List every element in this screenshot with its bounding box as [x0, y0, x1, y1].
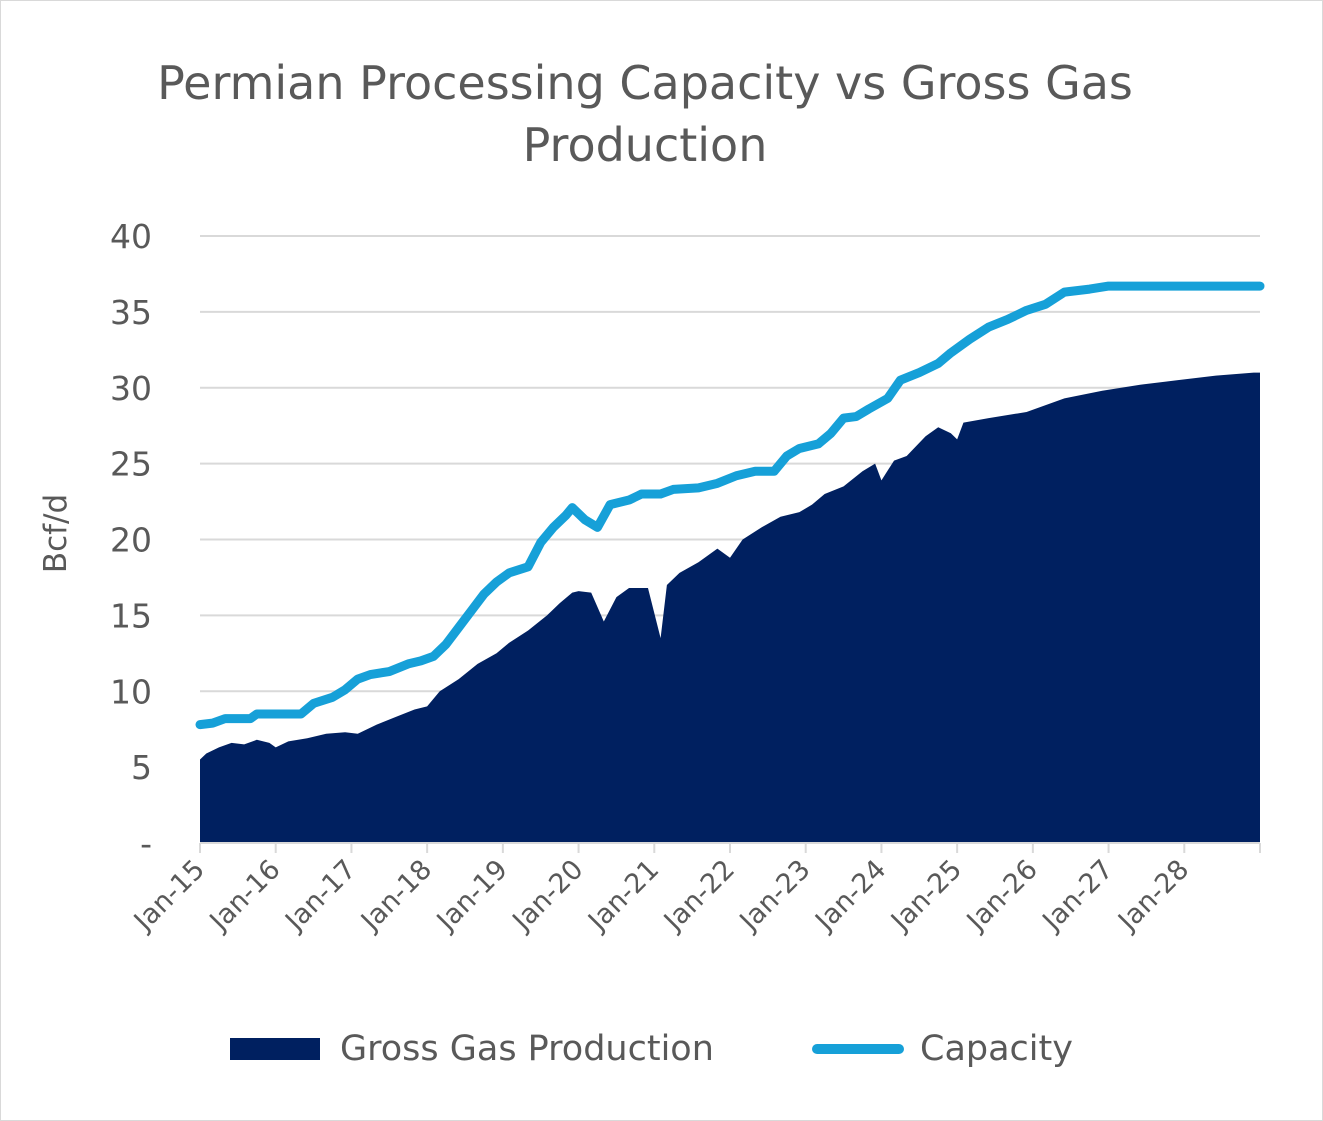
y-tick-label: 30: [110, 369, 152, 408]
x-tick-label: Jan-28: [1111, 854, 1195, 938]
y-tick-label: 40: [110, 217, 152, 256]
x-tick-label: Jan-18: [354, 854, 438, 938]
y-tick-label: 5: [131, 748, 152, 787]
x-tick-label: Jan-19: [430, 854, 514, 938]
chart-legend: Gross Gas Production Capacity: [0, 1022, 1323, 1076]
legend-item-capacity: Capacity: [812, 1022, 1073, 1076]
x-tick-label: Jan-23: [733, 854, 817, 938]
legend-label-capacity: Capacity: [920, 1029, 1073, 1069]
x-tick-label: Jan-25: [884, 854, 968, 938]
legend-label-production: Gross Gas Production: [340, 1029, 714, 1069]
x-tick-label: Jan-17: [278, 854, 362, 938]
x-tick-label: Jan-20: [506, 854, 590, 938]
x-tick-label: Jan-27: [1036, 854, 1120, 938]
legend-item-production: Gross Gas Production: [230, 1022, 714, 1076]
y-tick-label: 25: [110, 445, 152, 484]
x-tick-label: Jan-16: [203, 854, 287, 938]
y-tick-label: 35: [110, 293, 152, 332]
x-tick-label: Jan-26: [960, 854, 1044, 938]
series-area-gross-gas-production: [200, 372, 1260, 843]
x-tick-label: Jan-15: [127, 854, 211, 938]
y-tick-label: 15: [110, 596, 152, 635]
y-tick-label: 20: [110, 521, 152, 560]
chart-title: Permian Processing Capacity vs Gross Gas…: [157, 56, 1133, 172]
legend-swatch-production: [230, 1038, 320, 1060]
series-line-capacity: [195, 281, 1265, 730]
y-tick-label: -: [140, 824, 152, 863]
x-tick-label: Jan-24: [808, 854, 892, 938]
y-tick-label: 10: [110, 672, 152, 711]
x-tick-label: Jan-22: [657, 854, 741, 938]
x-tick-label: Jan-21: [581, 854, 665, 938]
legend-swatch-capacity: [812, 1044, 904, 1054]
y-axis-title: Bcf/d: [38, 494, 74, 573]
